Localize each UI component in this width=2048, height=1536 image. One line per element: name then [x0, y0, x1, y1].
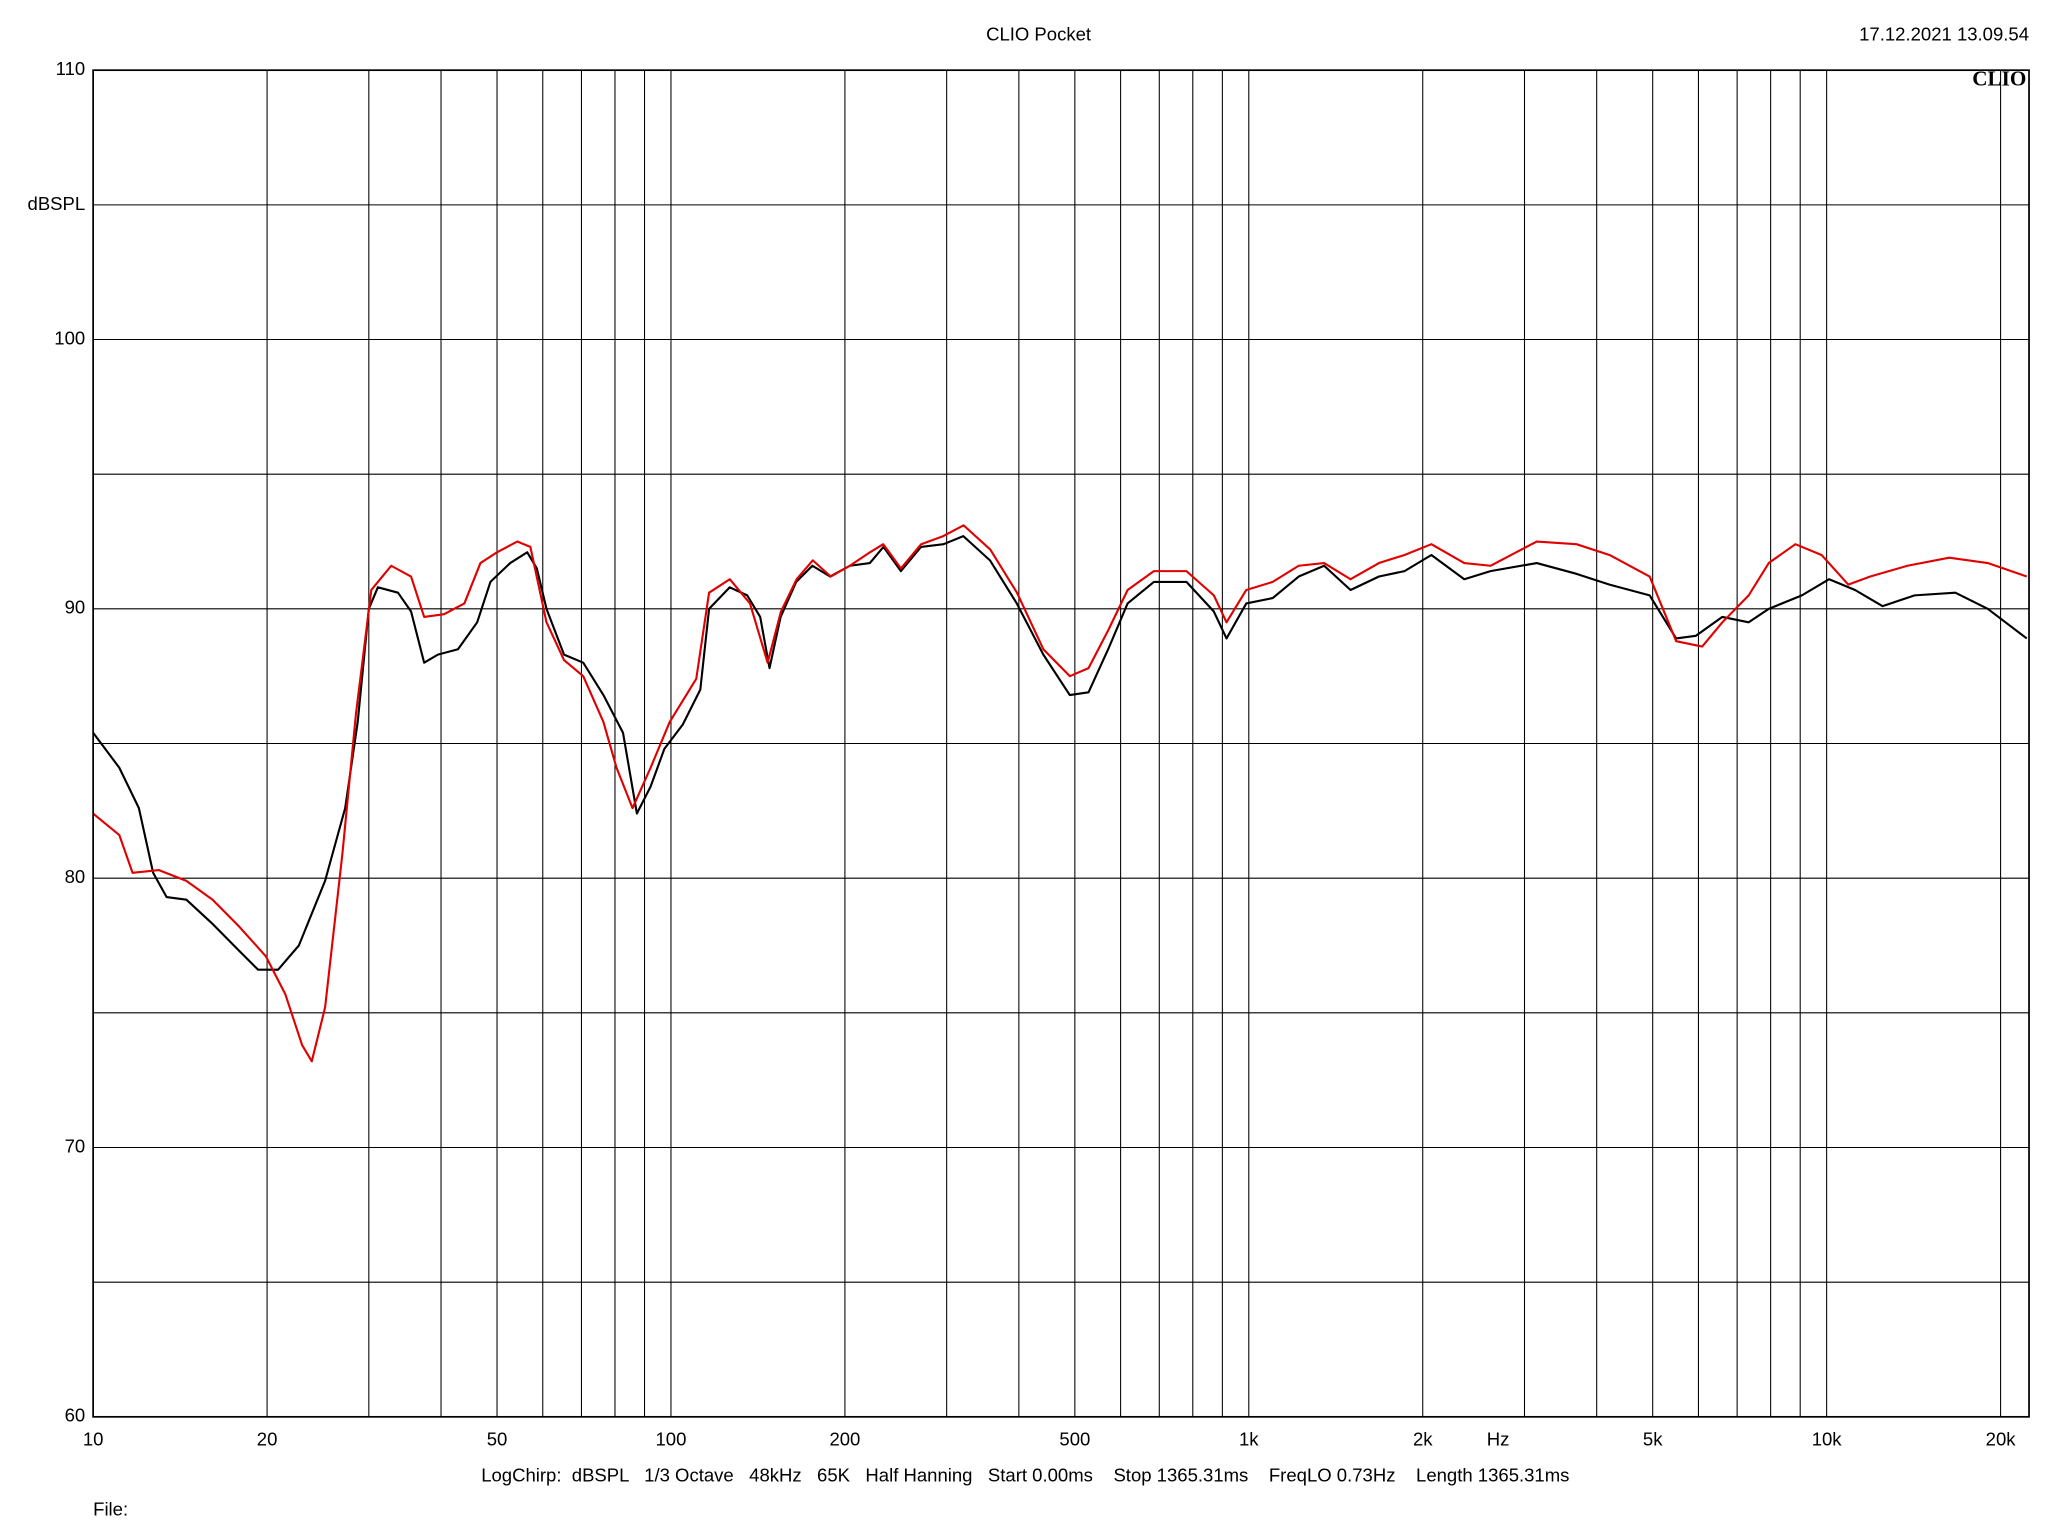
x-tick-label: 1k	[1239, 1429, 1259, 1450]
plot-frame	[92, 69, 2030, 1418]
x-tick-label: 5k	[1643, 1429, 1663, 1450]
x-tick-label: 10k	[1812, 1429, 1843, 1450]
grid	[92, 69, 2030, 1418]
timestamp: 17.12.2021 13.09.54	[1859, 24, 2029, 45]
y-axis-label: dBSPL	[28, 193, 86, 214]
x-tick-label: 10	[83, 1429, 104, 1450]
x-tick-label: 50	[487, 1429, 508, 1450]
y-tick-label: 100	[54, 327, 85, 348]
x-tick-label: 200	[829, 1429, 860, 1450]
logo: CLIO	[1972, 67, 2026, 91]
y-tick-label: 80	[65, 866, 86, 887]
plot	[92, 524, 2028, 1063]
y-tick-label: 70	[65, 1135, 86, 1156]
chart-title: CLIO Pocket	[986, 24, 1092, 45]
x-tick-label: 500	[1059, 1429, 1090, 1450]
series-line	[92, 524, 2028, 1063]
x-axis-label: Hz	[1487, 1429, 1510, 1450]
x-tick-label: 20k	[1986, 1429, 2017, 1450]
x-tick-label: 20	[257, 1429, 278, 1450]
y-tick-label: 90	[65, 597, 86, 618]
y-tick-label: 60	[65, 1405, 86, 1426]
y-tick-label: 110	[56, 58, 86, 79]
footer: LogChirp: dBSPL 1/3 Octave 48kHz 65K Hal…	[481, 1464, 1569, 1485]
file-label: File:	[93, 1499, 128, 1520]
x-tick-label: 2k	[1413, 1429, 1433, 1450]
x-tick-label: 100	[656, 1429, 687, 1450]
